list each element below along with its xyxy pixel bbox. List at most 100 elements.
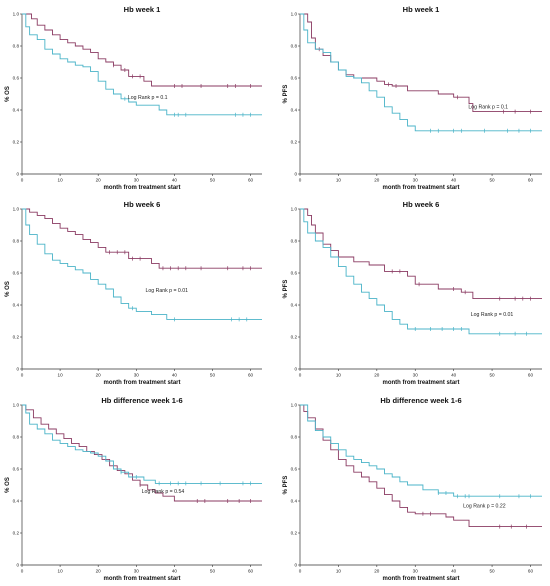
km-curve-series-1 — [300, 404, 542, 528]
y-tick-label: 0.2 — [13, 335, 20, 340]
x-tick-label: 50 — [490, 178, 496, 183]
x-tick-label: 20 — [374, 178, 380, 183]
km-panel-2: Hb week 1 0 10 20 30 40 50 60 0 0.2 0.4 0.6 0.8 1.0 mo… — [283, 5, 542, 191]
y-tick-label: 0.6 — [291, 76, 298, 81]
x-tick-label: 0 — [299, 178, 302, 183]
y-tick-label: 0.8 — [13, 435, 20, 440]
y-tick-label: 0.2 — [13, 140, 20, 145]
x-tick-label: 0 — [299, 569, 302, 574]
x-tick-label: 10 — [336, 569, 342, 574]
km-curve-series-1 — [300, 208, 542, 300]
y-tick-label: 0.2 — [291, 140, 298, 145]
y-tick-label: 1.0 — [13, 12, 20, 17]
km-panel-6: Hb difference week 1-6 0 10 20 30 40 50 60 0 0.2 0… — [283, 396, 542, 582]
x-tick-label: 30 — [413, 178, 419, 183]
panel-title: Hb difference week 1-6 — [380, 396, 461, 405]
x-tick-label: 20 — [374, 373, 380, 378]
y-tick-label: 0.8 — [291, 44, 298, 49]
x-tick-label: 50 — [490, 569, 496, 574]
x-tick-label: 60 — [248, 178, 254, 183]
km-panel-5: Hb difference week 1-6 0 10 20 30 40 50 60 0 0.2 0… — [5, 396, 262, 582]
y-tick-label: 0 — [294, 172, 297, 177]
x-tick-label: 60 — [528, 569, 534, 574]
y-tick-label: 0 — [294, 367, 297, 372]
x-tick-label: 30 — [413, 373, 419, 378]
km-curve-series-2 — [22, 13, 262, 116]
x-tick-label: 40 — [172, 178, 178, 183]
panel-title: Hb week 6 — [403, 200, 440, 209]
y-axis-label: % OS — [5, 477, 11, 493]
y-tick-label: 1.0 — [291, 403, 298, 408]
x-tick-label: 30 — [134, 178, 140, 183]
y-tick-label: 0.4 — [13, 108, 20, 113]
x-tick-label: 40 — [451, 569, 457, 574]
km-curve-series-2 — [22, 404, 262, 484]
x-tick-label: 50 — [210, 569, 216, 574]
y-tick-label: 0.2 — [13, 531, 20, 536]
y-axis-label: % PFS — [283, 280, 289, 299]
x-axis-label: month from treatment start — [382, 185, 459, 191]
y-axis-label: % OS — [5, 86, 11, 102]
log-rank-annotation: Log Rank p = 0.1 — [128, 95, 168, 101]
y-axis-label: % PFS — [283, 476, 289, 495]
x-tick-label: 50 — [210, 178, 216, 183]
x-tick-label: 0 — [21, 178, 24, 183]
y-tick-label: 1.0 — [13, 403, 20, 408]
log-rank-annotation: Log Rank p = 0.01 — [471, 312, 514, 318]
km-curve-series-2 — [22, 208, 262, 320]
x-tick-label: 60 — [248, 373, 254, 378]
log-rank-annotation: Log Rank p = 0.54 — [142, 489, 185, 495]
x-tick-label: 20 — [96, 569, 102, 574]
x-tick-label: 60 — [248, 569, 254, 574]
y-tick-label: 0.4 — [13, 499, 20, 504]
y-tick-label: 0.8 — [13, 44, 20, 49]
km-curve-series-1 — [22, 13, 262, 87]
x-tick-label: 10 — [58, 373, 64, 378]
y-tick-label: 0.6 — [13, 467, 20, 472]
x-tick-label: 10 — [58, 569, 64, 574]
km-panel-4: Hb week 6 0 10 20 30 40 50 60 0 0.2 0.4 0.6 0.8 1.0 mo… — [283, 200, 542, 386]
y-tick-label: 0.8 — [291, 239, 298, 244]
x-axis-label: month from treatment start — [103, 185, 180, 191]
x-tick-label: 20 — [96, 178, 102, 183]
panel-title: Hb difference week 1-6 — [101, 396, 182, 405]
y-tick-label: 0.8 — [13, 239, 20, 244]
y-tick-label: 1.0 — [13, 207, 20, 212]
x-tick-label: 50 — [210, 373, 216, 378]
x-tick-label: 40 — [451, 178, 457, 183]
km-curve-series-2 — [300, 208, 542, 335]
log-rank-annotation: Log Rank p = 0.01 — [145, 288, 188, 294]
x-tick-label: 0 — [21, 569, 24, 574]
x-tick-label: 40 — [451, 373, 457, 378]
panel-title: Hb week 1 — [124, 5, 161, 14]
y-tick-label: 0.6 — [291, 467, 298, 472]
y-tick-label: 0 — [16, 367, 19, 372]
x-tick-label: 10 — [336, 373, 342, 378]
km-curve-series-1 — [22, 208, 262, 269]
log-rank-annotation: Log Rank p = 0.1 — [468, 104, 508, 110]
panel-title: Hb week 6 — [124, 200, 161, 209]
km-panel-1: Hb week 1 0 10 20 30 40 50 60 0 0.2 0.4 0.6 0.8 1.0 mo… — [5, 5, 262, 191]
x-tick-label: 10 — [58, 178, 64, 183]
y-tick-label: 0 — [16, 172, 19, 177]
km-curve-series-1 — [300, 13, 542, 113]
km-curve-series-2 — [300, 13, 542, 132]
log-rank-annotation: Log Rank p = 0.22 — [463, 503, 506, 509]
km-panel-3: Hb week 6 0 10 20 30 40 50 60 0 0.2 0.4 0.6 0.8 1.0 mo… — [5, 200, 262, 386]
panel-title: Hb week 1 — [403, 5, 440, 14]
y-tick-label: 0.2 — [291, 335, 298, 340]
x-axis-label: month from treatment start — [103, 576, 180, 582]
y-tick-label: 1.0 — [291, 12, 298, 17]
y-tick-label: 0.4 — [291, 303, 298, 308]
x-tick-label: 0 — [299, 373, 302, 378]
y-tick-label: 0 — [16, 563, 19, 568]
y-tick-label: 0.6 — [13, 271, 20, 276]
y-axis-label: % OS — [5, 281, 11, 297]
x-tick-label: 40 — [172, 569, 178, 574]
y-tick-label: 0.4 — [13, 303, 20, 308]
x-tick-label: 30 — [134, 373, 140, 378]
y-tick-label: 0 — [294, 563, 297, 568]
x-tick-label: 60 — [528, 178, 534, 183]
km-curve-series-2 — [300, 404, 542, 497]
x-tick-label: 10 — [336, 178, 342, 183]
